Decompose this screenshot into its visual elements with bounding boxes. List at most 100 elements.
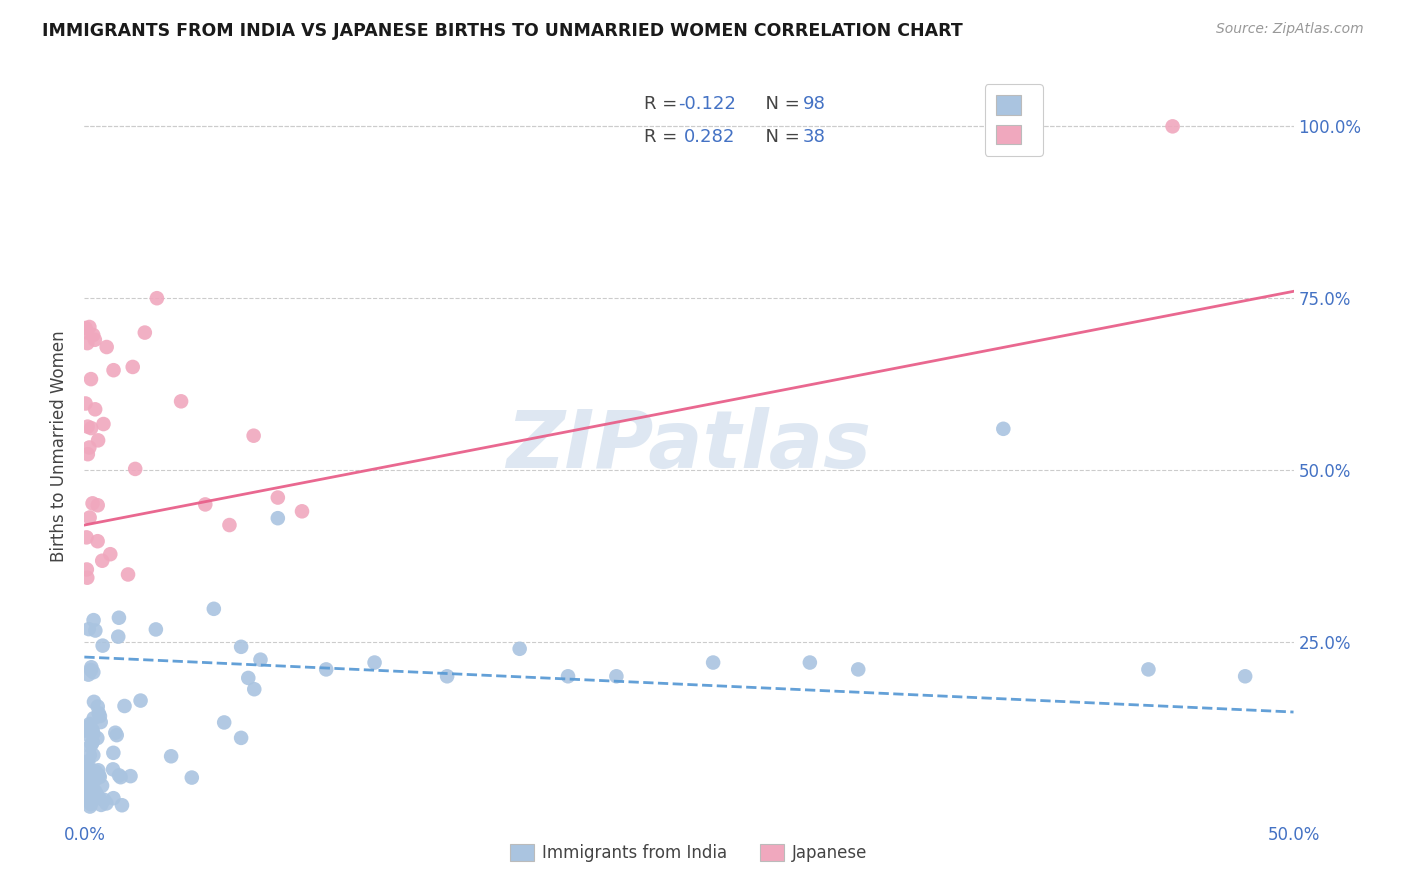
Point [77,622,100,636]
Point [79,441,101,455]
Point [79,780,101,794]
Point [91,779,114,793]
Text: R =: R = [644,95,683,112]
Point [80,421,103,435]
Point [229,640,252,654]
Point [103,746,125,760]
Point [202,602,225,616]
Point [1161,120,1184,134]
Point [75,321,97,335]
Point [129,693,152,707]
Point [242,428,264,442]
Point [315,662,337,676]
Point [80,797,103,812]
Point [79,717,101,731]
Point [605,669,627,683]
Point [249,653,271,667]
Point [83,333,105,347]
Legend: Immigrants from India, Japanese: Immigrants from India, Japanese [503,837,875,869]
Point [93,793,115,807]
Point [80,772,103,786]
Point [75,758,97,772]
Point [75,723,97,738]
Point [77,756,100,770]
Point [76,774,98,789]
Point [98,547,121,561]
Point [75,723,97,737]
Point [80,660,103,674]
Point [84,784,107,798]
Point [110,770,132,784]
Point [84,624,107,638]
Point [76,727,98,741]
Point [702,656,724,670]
Text: 0.282: 0.282 [685,128,735,146]
Point [82,723,104,738]
Point [79,510,101,524]
Point [79,320,101,334]
Point [77,770,100,784]
Point [76,326,98,340]
Point [91,554,114,568]
Point [82,748,104,763]
Point [83,711,105,725]
Point [77,782,100,797]
Point [89,791,111,805]
Point [89,770,111,784]
Point [82,328,104,343]
Point [267,511,290,525]
Point [121,359,143,374]
Point [993,422,1015,436]
Text: N =: N = [754,95,806,112]
Point [107,630,129,644]
Point [1137,662,1160,676]
Point [86,534,108,549]
Point [80,784,103,798]
Point [105,728,128,742]
Text: 98: 98 [803,95,825,112]
Point [108,768,131,782]
Point [76,419,98,434]
Point [75,723,97,738]
Text: ZIPatlas: ZIPatlas [506,407,872,485]
Point [86,731,108,745]
Point [80,793,103,807]
Point [509,641,531,656]
Point [86,787,108,801]
Point [120,769,142,783]
Point [75,396,97,410]
Point [1234,669,1257,683]
Point [89,709,111,723]
Point [124,462,146,476]
Point [134,326,156,340]
Point [87,699,110,714]
Point [76,447,98,461]
Point [82,735,104,749]
Y-axis label: Births to Unmarried Women: Births to Unmarried Women [51,330,69,562]
Point [84,764,107,779]
Point [75,780,97,795]
Text: Source: ZipAtlas.com: Source: ZipAtlas.com [1216,22,1364,37]
Point [76,755,98,769]
Text: -0.122: -0.122 [678,95,735,112]
Point [82,793,104,807]
Point [229,731,252,745]
Point [170,394,193,409]
Point [79,748,101,763]
Point [79,799,101,814]
Point [90,714,112,729]
Point [80,737,103,751]
Point [86,498,108,512]
Point [90,797,112,812]
Point [846,662,869,676]
Point [799,656,821,670]
Point [80,663,103,677]
Point [243,682,266,697]
Point [267,491,290,505]
Text: N =: N = [754,128,806,146]
Point [77,719,100,733]
Point [76,336,98,351]
Point [87,764,110,778]
Point [194,498,217,512]
Point [87,434,110,448]
